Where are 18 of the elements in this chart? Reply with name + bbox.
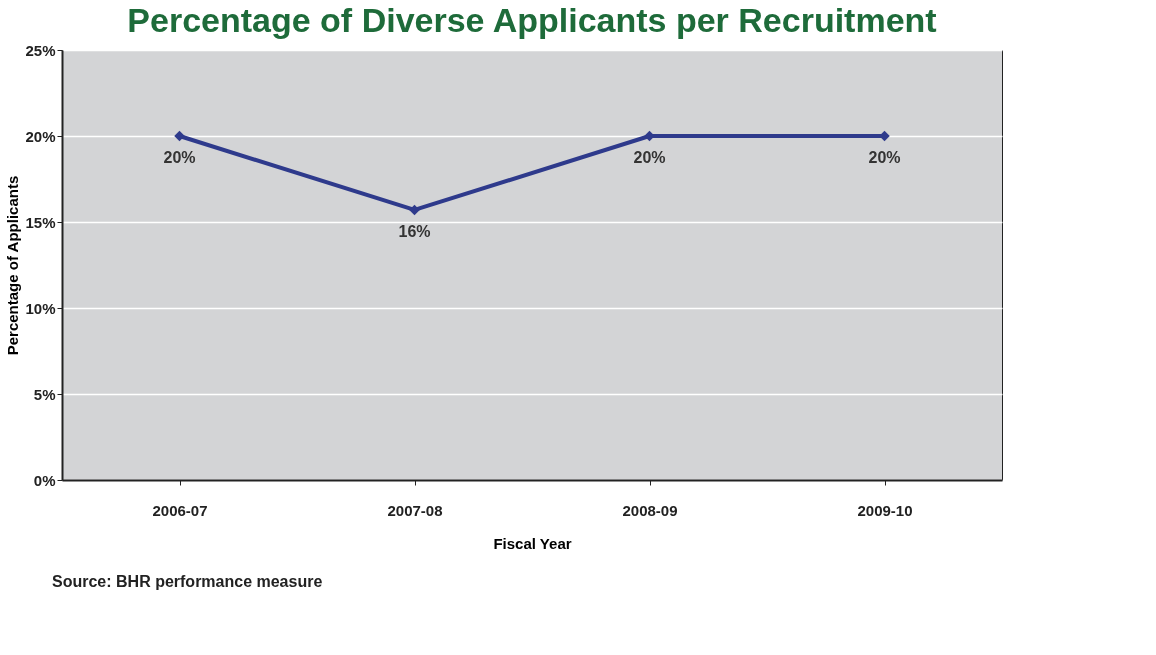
- y-axis-title: Percentage of Applicants: [4, 175, 22, 356]
- source-note: Source: BHR performance measure: [52, 573, 323, 590]
- y-tick-label: 10%: [25, 299, 56, 317]
- data-label: 20%: [633, 149, 666, 166]
- x-axis-title: Fiscal Year: [493, 534, 572, 552]
- x-tick-label: 2008-09: [622, 501, 678, 519]
- data-label: 20%: [163, 149, 196, 166]
- y-tick-label: 5%: [33, 385, 56, 403]
- y-tick-label: 25%: [25, 41, 56, 59]
- x-tick-label: 2006-07: [152, 501, 208, 519]
- chart-title: Percentage of Diverse Applicants per Recruitment: [127, 1, 937, 39]
- data-label: 16%: [398, 222, 431, 240]
- x-tick-label: 2009-10: [857, 501, 913, 519]
- y-tick-label: 20%: [25, 127, 56, 145]
- y-tick-label: 15%: [25, 213, 56, 231]
- x-tick-label: 2007-08: [387, 501, 443, 519]
- y-tick-label: 0%: [33, 471, 56, 489]
- data-label: 20%: [868, 149, 901, 166]
